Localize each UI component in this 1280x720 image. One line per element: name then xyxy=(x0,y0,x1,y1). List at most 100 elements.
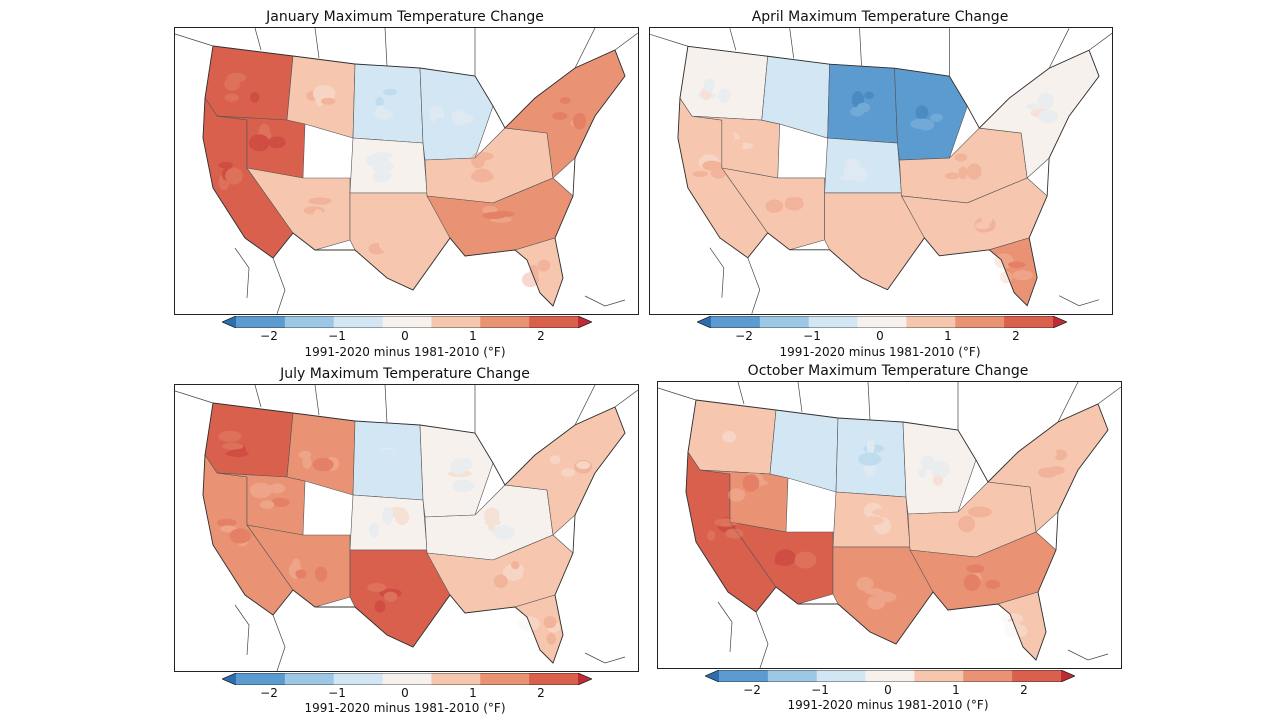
texture-blotch xyxy=(1012,270,1034,281)
border-line xyxy=(747,257,761,314)
texture-blotch xyxy=(236,533,249,547)
border-line xyxy=(254,385,262,408)
map-frame xyxy=(174,384,639,672)
colorbar-segment xyxy=(808,316,859,328)
tick-label: 0 xyxy=(876,329,884,343)
texture-blotch xyxy=(225,450,249,457)
texture-blotch xyxy=(917,120,935,131)
border-line xyxy=(574,385,596,426)
texture-blotch xyxy=(724,439,734,451)
colorbar-segment xyxy=(963,670,1013,682)
texture-blotch xyxy=(910,118,934,130)
texture-blotch xyxy=(270,497,290,507)
tick-label: −2 xyxy=(735,329,753,343)
texture-blotch xyxy=(921,455,935,471)
texture-blotch xyxy=(368,242,387,255)
texture-blotch xyxy=(862,516,884,526)
texture-blotch xyxy=(490,211,515,218)
colorbar-segment xyxy=(857,316,907,328)
texture-blotch xyxy=(378,447,396,461)
colorbar-segment xyxy=(431,673,481,685)
border-line xyxy=(737,382,745,405)
border-line xyxy=(234,247,250,299)
coastline xyxy=(202,45,626,307)
texture-blotch xyxy=(718,88,731,103)
texture-blotch xyxy=(744,479,768,486)
texture-blotch xyxy=(714,518,738,527)
border-line xyxy=(658,387,697,401)
colorbar-segment xyxy=(865,670,915,682)
texture-blotch xyxy=(225,167,243,185)
texture-blotch xyxy=(375,464,395,478)
border-line xyxy=(272,257,286,314)
texture-blotch xyxy=(482,212,506,219)
texture-blotches xyxy=(692,78,1059,284)
texture-blotch xyxy=(966,163,982,180)
us-map xyxy=(658,382,1121,668)
tick-label: −1 xyxy=(328,329,346,343)
texture-blotch xyxy=(985,218,996,232)
texture-blotch xyxy=(371,152,394,159)
texture-blotch xyxy=(382,230,406,247)
texture-blotch xyxy=(863,502,883,519)
texture-blotch xyxy=(306,90,318,101)
texture-blotch xyxy=(1048,465,1065,475)
texture-blotch xyxy=(944,172,960,180)
texture-blotch xyxy=(971,572,982,583)
texture-blotch xyxy=(1026,103,1040,110)
border-line xyxy=(1048,28,1070,69)
border-line xyxy=(234,604,250,656)
colorbar-segment xyxy=(480,673,530,685)
texture-blotch xyxy=(703,78,715,92)
texture-blotch xyxy=(844,159,861,170)
texture-blotch xyxy=(707,530,716,541)
colorbar-extend-low xyxy=(705,670,719,682)
texture-blotch xyxy=(492,525,515,540)
texture-blotch xyxy=(220,525,238,533)
colorbar-segment xyxy=(1004,316,1054,328)
texture-blotch xyxy=(218,174,230,191)
texture-blotch xyxy=(372,169,392,183)
border-line xyxy=(384,385,388,424)
border-line xyxy=(1088,33,1112,51)
tick-label: 2 xyxy=(537,686,545,700)
texture-blotch xyxy=(260,500,275,509)
panel-title: January Maximum Temperature Change xyxy=(266,9,544,25)
border-line xyxy=(755,611,769,668)
texture-blotch xyxy=(779,550,789,565)
texture-blotch xyxy=(484,519,501,526)
texture-blotch xyxy=(224,93,239,102)
texture-blotch xyxy=(375,96,384,107)
texture-blotch xyxy=(549,455,561,465)
texture-blotch xyxy=(231,442,246,458)
map-frame xyxy=(657,381,1122,669)
colorbar-segment xyxy=(382,316,432,328)
border-line xyxy=(574,28,596,69)
texture-blotch xyxy=(455,113,474,124)
border-line xyxy=(709,247,725,298)
tick-label: −2 xyxy=(260,686,278,700)
border-line xyxy=(175,390,214,404)
colorbar-extend-high xyxy=(578,316,592,328)
border-line xyxy=(1057,382,1079,423)
texture-blotch xyxy=(576,460,591,470)
colorbar xyxy=(705,670,1075,682)
texture-blotch xyxy=(974,222,990,230)
texture-blotch xyxy=(570,118,587,128)
colorbar-segment xyxy=(816,670,867,682)
texture-blotch xyxy=(744,471,764,489)
colorbar-extend-low xyxy=(222,673,236,685)
texture-blotch xyxy=(572,112,587,130)
panel-title: October Maximum Temperature Change xyxy=(747,363,1029,379)
texture-blotch xyxy=(958,515,975,533)
us-map xyxy=(175,385,638,671)
texture-blotch xyxy=(502,564,524,582)
texture-blotch xyxy=(218,430,242,442)
border-line xyxy=(584,295,626,307)
texture-blotch xyxy=(932,474,944,486)
tick-label: 1 xyxy=(952,683,960,697)
texture-blotch xyxy=(226,72,247,83)
texture-blotch xyxy=(696,92,717,99)
colorbar xyxy=(222,673,592,685)
tick-label: −1 xyxy=(811,683,829,697)
